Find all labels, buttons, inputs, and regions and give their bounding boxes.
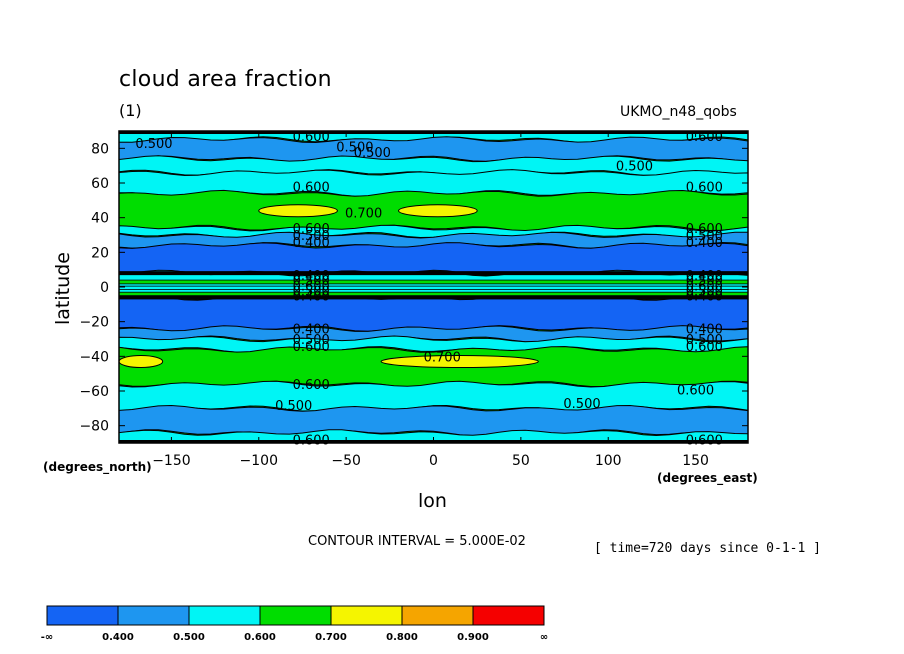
contour-label: 0.600 <box>686 279 723 294</box>
dataset-label: UKMO_n48_qobs <box>620 104 737 120</box>
contour-label: 0.600 <box>686 130 723 145</box>
colorbar-label: 0.700 <box>315 632 347 643</box>
lat-band <box>118 293 749 332</box>
contour-label: 0.500 <box>616 160 653 175</box>
contour-label: 0.600 <box>686 434 723 449</box>
contour-label: 0.500 <box>686 284 723 299</box>
contour-label: 0.400 <box>686 236 723 251</box>
contour-label: 0.400 <box>686 323 723 338</box>
maximum-region <box>258 204 338 218</box>
time-info: [ time=720 days since 0-1-1 ] <box>594 541 821 556</box>
contour-label: 0.400 <box>686 269 723 284</box>
itcz-boundary <box>119 295 748 300</box>
colorbar-swatch <box>46 605 119 626</box>
contour-label: 0.600 <box>293 222 330 237</box>
contour-label: 0.400 <box>293 236 330 251</box>
x-tick-label: −150 <box>152 453 190 469</box>
x-tick-label: −50 <box>331 453 361 469</box>
contour-label: 0.500 <box>336 141 373 156</box>
x-axis-units: (degrees_east) <box>657 471 758 485</box>
colorbar-swatch <box>330 605 403 626</box>
contour-label: 0.600 <box>293 340 330 355</box>
contour-label: 0.600 <box>293 130 330 145</box>
colorbar-label: 0.400 <box>102 632 134 643</box>
contour-label: 0.600 <box>293 279 330 294</box>
colorbar-label: 0.500 <box>173 632 205 643</box>
contour-label: 0.600 <box>293 378 330 393</box>
x-tick-label: 150 <box>682 453 709 469</box>
y-tick-label: 60 <box>91 176 109 192</box>
x-tick-label: 50 <box>512 453 530 469</box>
contour-label: 0.600 <box>686 340 723 355</box>
contour-label: 0.500 <box>135 137 172 152</box>
contour-label: 0.500 <box>686 229 723 244</box>
equatorial-stripe <box>118 279 749 285</box>
chart-title: cloud area fraction <box>119 67 332 92</box>
contour-label: 0.600 <box>293 180 330 195</box>
contour-label: 0.500 <box>686 333 723 348</box>
colorbar-swatch <box>259 605 332 626</box>
y-tick-label: 40 <box>91 211 109 227</box>
contour-label: 0.500 <box>275 399 312 414</box>
contour-label: 0.600 <box>686 222 723 237</box>
lat-band <box>118 404 749 437</box>
maximum-region <box>118 355 164 369</box>
x-axis-label: lon <box>418 490 447 512</box>
y-tick-label: −60 <box>79 384 109 400</box>
contour-label: 0.500 <box>354 146 391 161</box>
contour-label: 0.500 <box>293 284 330 299</box>
chart-subtitle: (1) <box>119 101 142 120</box>
contour-label: 0.500 <box>293 274 330 289</box>
colorbar-label: 0.900 <box>457 632 489 643</box>
maximum-region <box>398 204 478 218</box>
colorbar-label: 0.800 <box>386 632 418 643</box>
maximum-region <box>380 355 539 369</box>
contour-label: 0.600 <box>677 383 714 398</box>
contour-label: 0.700 <box>424 350 461 365</box>
y-axis-label: latitude <box>52 252 74 325</box>
colorbar-label: 0.600 <box>244 632 276 643</box>
contour-label: 0.400 <box>293 290 330 305</box>
contour-label: 0.700 <box>345 206 382 221</box>
colorbar-swatch <box>401 605 474 626</box>
colorbar-swatch <box>472 605 545 626</box>
contour-label: 0.500 <box>293 333 330 348</box>
x-tick-label: −100 <box>240 453 278 469</box>
equatorial-stripe <box>118 285 749 290</box>
x-tick-label: 0 <box>429 453 438 469</box>
contour-label: 0.500 <box>563 397 600 412</box>
colorbar-label: -∞ <box>41 632 53 643</box>
colorbar-swatch <box>117 605 190 626</box>
y-tick-label: −80 <box>79 419 109 435</box>
equatorial-stripe <box>118 291 749 297</box>
itcz-boundary <box>119 271 748 276</box>
contour-label: 0.600 <box>293 434 330 449</box>
y-tick-label: −20 <box>79 315 109 331</box>
x-tick-label: 100 <box>595 453 622 469</box>
y-tick-label: 0 <box>100 280 109 296</box>
contour-label: 0.400 <box>293 269 330 284</box>
y-tick-label: 20 <box>91 245 109 261</box>
contour-label: 0.400 <box>686 290 723 305</box>
colorbar-label: ∞ <box>540 632 548 643</box>
y-axis-units: (degrees_north) <box>43 460 152 474</box>
contour-label: 0.500 <box>686 274 723 289</box>
contour-label: 0.500 <box>293 229 330 244</box>
y-tick-label: −40 <box>79 349 109 365</box>
y-tick-label: 80 <box>91 141 109 157</box>
contour-label: 0.600 <box>686 180 723 195</box>
contour-interval-note: CONTOUR INTERVAL = 5.000E-02 <box>308 534 526 549</box>
colorbar-swatch <box>188 605 261 626</box>
contour-label: 0.400 <box>293 323 330 338</box>
